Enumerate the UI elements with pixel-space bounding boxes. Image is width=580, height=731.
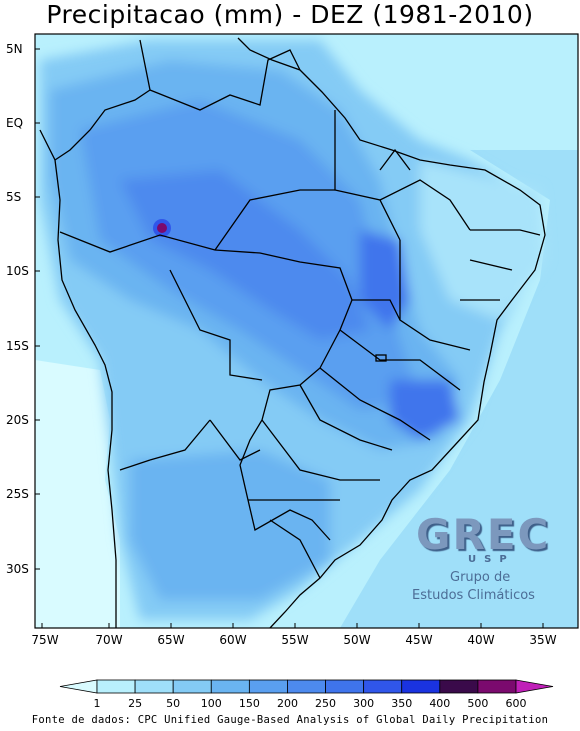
- map-frame: [34, 33, 579, 629]
- colorbar-label: 25: [128, 697, 143, 710]
- lat-label-eq: EQ: [6, 116, 24, 130]
- colorbar-label: 500: [467, 697, 489, 710]
- colorbar-label: 200: [276, 697, 298, 710]
- colorbar-bin: [134, 679, 174, 694]
- colorbar-label: 1: [93, 697, 101, 710]
- logo-line2: Estudos Climáticos: [412, 588, 535, 603]
- colorbar-label: 150: [238, 697, 260, 710]
- colorbar-bin: [248, 679, 288, 694]
- colorbar-bin: [439, 679, 479, 694]
- colorbar-bin: [172, 679, 212, 694]
- lon-label-60w: 60W: [219, 633, 247, 647]
- lon-label-75w: 75W: [31, 633, 59, 647]
- colorbar-label: 250: [315, 697, 337, 710]
- logo-letters: GREC: [416, 510, 551, 559]
- lat-label-5s: 5S: [6, 190, 22, 204]
- lon-label-65w: 65W: [157, 633, 185, 647]
- logo-line1: Grupo de: [450, 570, 511, 585]
- country-borders: [39, 37, 546, 628]
- colorbar-max-arrow: [515, 679, 554, 694]
- colorbar-bin: [401, 679, 441, 694]
- lat-label-10s: 10S: [6, 264, 29, 278]
- colorbar-label: 600: [505, 697, 527, 710]
- colorbar-label: 50: [166, 697, 181, 710]
- colorbar-label: 350: [391, 697, 413, 710]
- data-source-note: Fonte de dados: CPC Unified Gauge-Based …: [31, 714, 549, 726]
- lon-label-70w: 70W: [95, 633, 123, 647]
- lat-label-20s: 20S: [6, 413, 29, 427]
- colorbar-min-arrow: [59, 679, 98, 694]
- map-title: Precipitacao (mm) - DEZ (1981-2010): [46, 0, 534, 29]
- lon-label-35w: 35W: [529, 633, 557, 647]
- colorbar-bin: [287, 679, 326, 694]
- colorbar-bin: [325, 679, 365, 694]
- colorbar-bin: [363, 679, 403, 694]
- lon-label-45w: 45W: [405, 633, 433, 647]
- logo-usp: USP: [468, 554, 515, 565]
- colorbar-bin: [210, 679, 250, 694]
- colorbar: [59, 679, 554, 694]
- lat-label-30s: 30S: [6, 562, 29, 576]
- lat-label-15s: 15S: [6, 339, 29, 353]
- colorbar-label: 100: [200, 697, 222, 710]
- lon-label-40w: 40W: [467, 633, 495, 647]
- lat-label-25s: 25S: [6, 487, 29, 501]
- lat-label-5n: 5N: [6, 42, 23, 56]
- lon-label-50w: 50W: [343, 633, 371, 647]
- precipitation-field: [35, 34, 578, 628]
- grec-usp-logo: GREC USP Grupo de Estudos Climáticos: [410, 508, 560, 608]
- colorbar-label: 400: [429, 697, 451, 710]
- colorbar-bin: [96, 679, 136, 694]
- axis-ticks: [35, 48, 544, 628]
- colorbar-bin: [477, 679, 517, 694]
- lon-label-55w: 55W: [281, 633, 309, 647]
- colorbar-label: 300: [353, 697, 375, 710]
